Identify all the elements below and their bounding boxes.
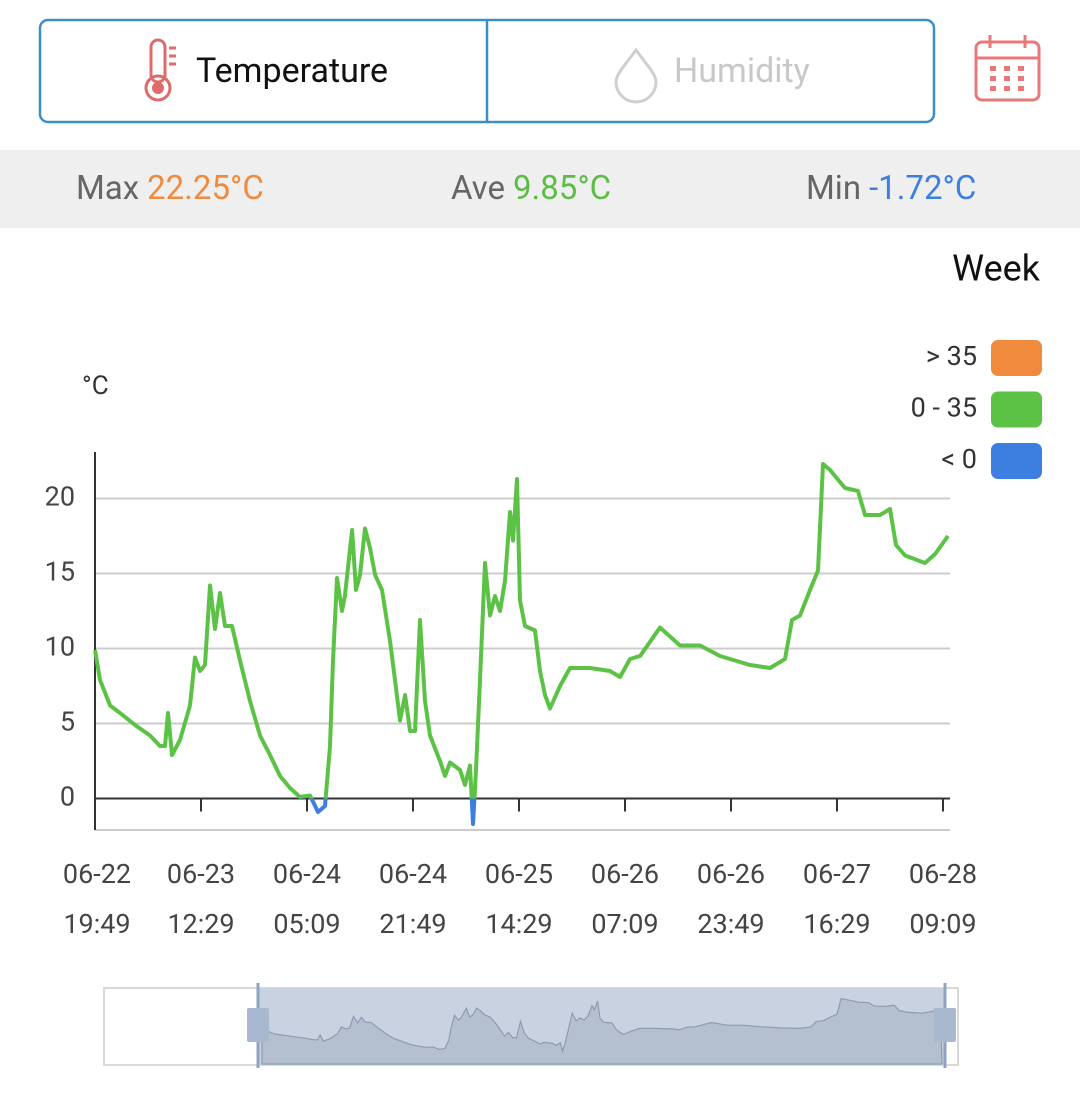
legend: > 35 0 - 35 < 0 xyxy=(911,340,1042,479)
x-tick-label: 05:09 xyxy=(273,908,340,940)
x-tick-label: 12:29 xyxy=(167,908,234,940)
legend-label: 0 - 35 xyxy=(911,392,977,424)
temperature-tab[interactable]: Temperature xyxy=(144,38,388,102)
x-tick-label: 06-28 xyxy=(909,858,977,890)
zoom-area xyxy=(261,998,943,1065)
plot xyxy=(93,462,950,826)
stat: Max 22.25°C xyxy=(76,169,264,208)
y-tick-label: 5 xyxy=(60,706,75,738)
x-tick-label: 06-25 xyxy=(485,858,553,890)
drop-icon xyxy=(614,47,658,104)
zoom-handle[interactable] xyxy=(247,1008,269,1042)
y-tick-label: 10 xyxy=(45,631,75,663)
legend-label: < 0 xyxy=(941,443,977,475)
stat-value: 9.85°C xyxy=(513,169,611,208)
stats: Max 22.25°C Ave 9.85°C Min -1.72°C xyxy=(76,169,976,208)
calendar-icon xyxy=(974,40,1041,102)
legend-swatch xyxy=(991,340,1042,376)
y-tick-label: 20 xyxy=(45,481,75,513)
y-tick-label: 15 xyxy=(45,556,75,588)
range-label[interactable]: Week xyxy=(952,248,1041,290)
x-tick-label: 09:09 xyxy=(909,908,976,940)
x-tick-label: 16:29 xyxy=(803,908,870,940)
legend-swatch xyxy=(991,443,1042,479)
stat-label: Max xyxy=(76,169,139,208)
y-axis-unit: °C xyxy=(82,371,109,401)
calendar-dots xyxy=(990,66,1024,91)
x-tick-label: 06-26 xyxy=(697,858,765,890)
x-tick-label: 06-27 xyxy=(803,858,871,890)
stat: Ave 9.85°C xyxy=(451,169,611,208)
x-tick-label: 07:09 xyxy=(591,908,658,940)
stat-value: 22.25°C xyxy=(147,169,264,208)
legend-swatch xyxy=(991,391,1042,428)
x-tick-label: 14:29 xyxy=(485,908,552,940)
x-tick-label: 06-24 xyxy=(273,858,341,890)
tab-label: Temperature xyxy=(196,51,388,91)
y-tick-label: 0 xyxy=(60,781,75,813)
humidity-tab[interactable]: Humidity xyxy=(614,47,810,104)
data-zoom[interactable] xyxy=(103,983,959,1068)
x-tick-label: 06-23 xyxy=(167,858,235,890)
legend-label: > 35 xyxy=(926,340,977,372)
x-tick-label: 06-26 xyxy=(591,858,659,890)
tab-label: Humidity xyxy=(674,51,810,91)
zoom-handle[interactable] xyxy=(934,1008,956,1042)
stats-bar xyxy=(0,150,1080,228)
grid: 0 5 10 15 20 06-22 19:49 06-23 12:29 06-24 05:09 06… xyxy=(45,452,977,940)
x-tick-label: 06-24 xyxy=(379,858,447,890)
stat-label: Min xyxy=(806,169,861,208)
x-tick-label: 21:49 xyxy=(379,908,446,940)
stat-value: -1.72°C xyxy=(869,169,976,208)
x-tick-label: 23:49 xyxy=(697,908,764,940)
temperature-line xyxy=(93,462,950,799)
x-tick-label: 06-22 xyxy=(63,858,131,890)
x-tick-label: 19:49 xyxy=(63,908,130,940)
stat-label: Ave xyxy=(451,169,505,208)
thermometer-bulb xyxy=(152,82,164,94)
calendar-button[interactable] xyxy=(974,35,1041,102)
stat: Min -1.72°C xyxy=(806,169,976,208)
